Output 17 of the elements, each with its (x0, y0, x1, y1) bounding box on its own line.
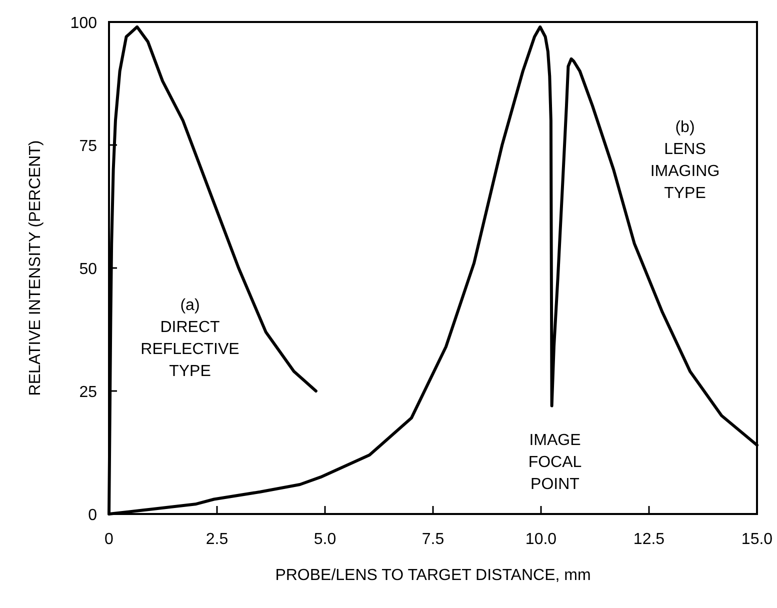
y-tick-label: 0 (88, 507, 98, 524)
x-tick-label: 7.5 (422, 531, 444, 548)
y-tick-label: 75 (79, 138, 98, 155)
y-tick-label: 100 (70, 15, 98, 32)
annotation: (b) LENS IMAGING TYPE (650, 119, 720, 202)
x-tick-label: 5.0 (314, 531, 336, 548)
y-tick-label: 25 (79, 384, 98, 401)
y-tick-label: 50 (79, 261, 98, 278)
x-axis-title: PROBE/LENS TO TARGET DISTANCE, mm (275, 567, 591, 584)
x-tick-label: 2.5 (206, 531, 228, 548)
x-tick-label: 15.0 (741, 531, 773, 548)
y-axis-title: RELATIVE INTENSITY (PERCENT) (27, 140, 44, 396)
x-tick-label: 0 (104, 531, 114, 548)
annotation: (a) DIRECT REFLECTIVE TYPE (140, 297, 240, 380)
x-tick-label: 12.5 (633, 531, 665, 548)
annotation: IMAGE FOCAL POINT (528, 432, 582, 493)
x-tick-label: 10.0 (525, 531, 557, 548)
